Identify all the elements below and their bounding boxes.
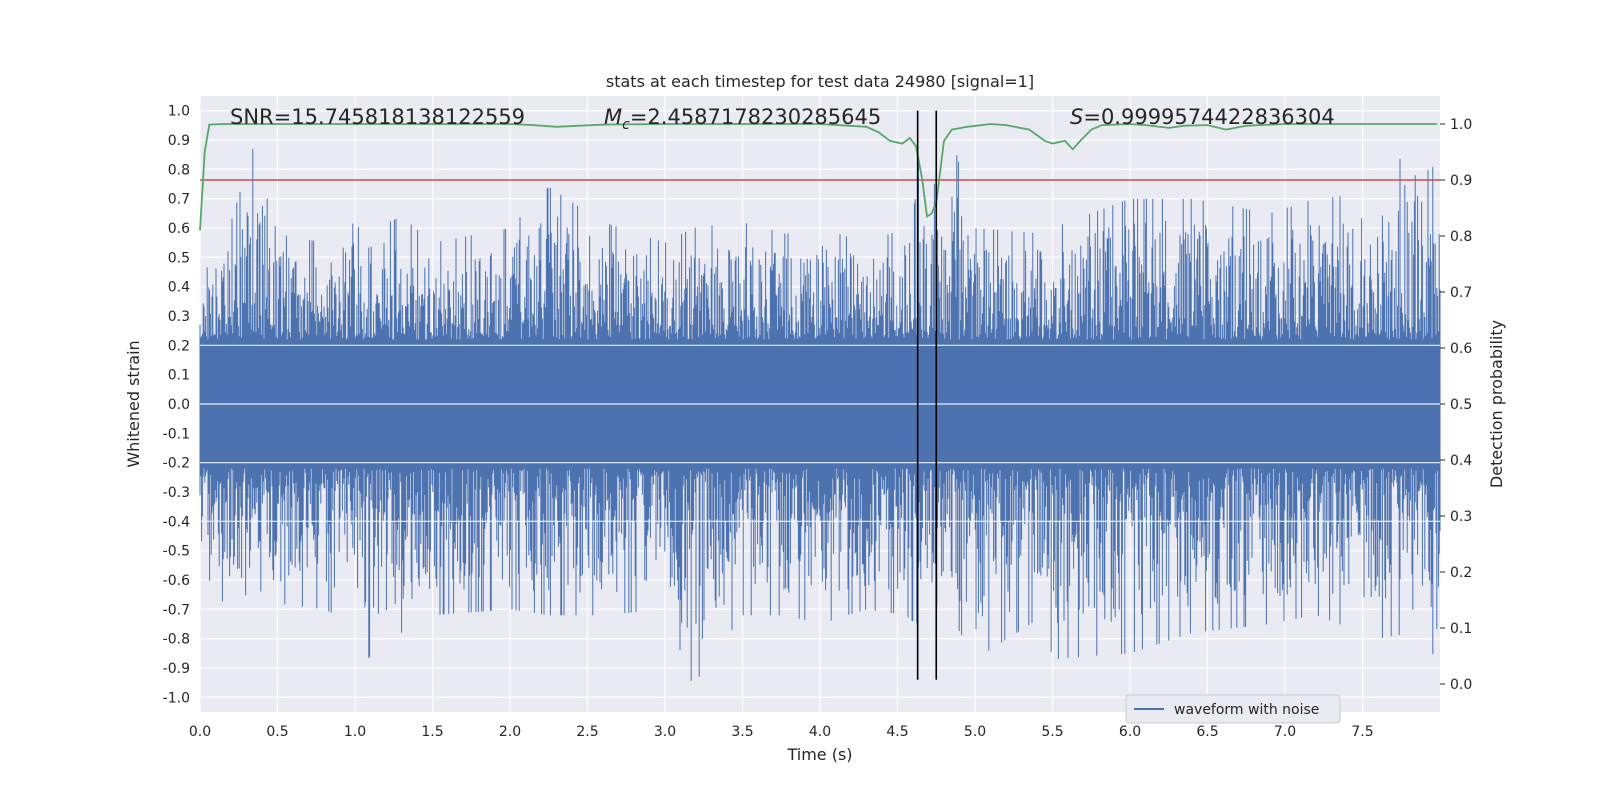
x-axis-label: Time (s): [786, 745, 852, 764]
x-tick-label: 1.0: [344, 724, 366, 740]
chart-title: stats at each timestep for test data 249…: [606, 72, 1034, 91]
x-tick-label: 2.5: [576, 724, 598, 740]
y-axis-label: Whitened strain: [124, 340, 143, 467]
y-tick-label: -0.7: [163, 602, 190, 618]
x-tick-label: 1.5: [421, 724, 443, 740]
snr-annotation: SNR=15.745818138122559: [230, 105, 525, 129]
y2-tick-label: 0.5: [1450, 397, 1472, 413]
probability-series: [199, 123, 1437, 231]
chirp-mass-symbol: M: [604, 105, 622, 129]
y2-tick-label: 0.4: [1450, 453, 1472, 469]
y2-axis-label: Detection probability: [1487, 320, 1506, 488]
x-tick-label: 7.0: [1274, 724, 1296, 740]
probability-line: [199, 123, 1437, 231]
x-tick-label: 3.0: [654, 724, 676, 740]
y-tick-label: -0.6: [163, 573, 190, 589]
signal-window: [916, 110, 938, 680]
x-axis-ticks: 0.0 0.5 1.0 1.5 2.0 2.5 3.0 3.5 4.0 4.5 5.0 5.5 6.0 6…: [189, 724, 1374, 740]
legend-box: [1125, 694, 1341, 724]
y2-axis-ticks: 1.0 0.9 0.8 0.7 0.6 0.5 0.4 0.3 0.2 0.1 0.0: [1440, 117, 1472, 693]
x-tick-label: 4.0: [809, 724, 831, 740]
y-tick-label: 0.5: [168, 250, 190, 266]
y-tick-label: 0.7: [168, 192, 190, 208]
y-tick-label: 0.4: [168, 280, 190, 296]
y-tick-label: -0.4: [163, 514, 190, 530]
y-tick-label: -1.0: [163, 690, 190, 706]
y-tick-label: 0.1: [168, 368, 190, 384]
y2-tick-label: 0.2: [1450, 565, 1472, 581]
x-tick-label: 0.0: [189, 724, 211, 740]
x-tick-label: 5.0: [964, 724, 986, 740]
statistic-symbol: S: [1070, 105, 1083, 129]
y-tick-label: 0.0: [168, 397, 190, 413]
y2-tick-label: 0.9: [1450, 173, 1472, 189]
waveform-series: [199, 149, 1441, 681]
y2-tick-label: 0.0: [1450, 677, 1472, 693]
x-tick-label: 7.5: [1351, 724, 1373, 740]
y-axis-ticks: 1.0 0.9 0.8 0.7 0.6 0.5 0.4 0.3 0.2 0.1 0.0 -0.1 -0.…: [163, 104, 190, 707]
chirp-mass-annotation: Mc=2.4587178230285645: [604, 105, 881, 133]
legend: waveform with noise: [1125, 694, 1341, 724]
y2-tick-label: 0.3: [1450, 509, 1472, 525]
x-tick-label: 6.0: [1119, 724, 1141, 740]
y-tick-label: 1.0: [168, 104, 190, 120]
y2-tick-label: 0.7: [1450, 285, 1472, 301]
y-tick-label: -0.8: [163, 632, 190, 648]
y2-tick-label: 1.0: [1450, 117, 1472, 133]
x-tick-label: 0.5: [266, 724, 288, 740]
y-tick-label: -0.3: [163, 485, 190, 501]
y-tick-label: -0.2: [163, 456, 190, 472]
y-tick-label: -0.9: [163, 661, 190, 677]
waveform-line: [199, 149, 1441, 681]
y-tick-label: 0.9: [168, 133, 190, 149]
chirp-mass-value: =2.4587178230285645: [630, 105, 881, 129]
x-tick-label: 6.5: [1196, 724, 1218, 740]
statistic-value: =0.9999574422836304: [1083, 105, 1334, 129]
y-tick-label: -0.1: [163, 426, 190, 442]
y2-tick-label: 0.1: [1450, 621, 1472, 637]
y-tick-label: 0.8: [168, 162, 190, 178]
x-tick-label: 4.5: [886, 724, 908, 740]
y-tick-label: 0.6: [168, 221, 190, 237]
y-tick-label: 0.3: [168, 309, 190, 325]
x-tick-label: 2.0: [499, 724, 521, 740]
legend-label: waveform with noise: [1174, 702, 1319, 718]
chirp-mass-subscript: c: [622, 117, 630, 133]
y2-tick-label: 0.8: [1450, 229, 1472, 245]
y-tick-label: 0.2: [168, 338, 190, 354]
statistic-annotation: S=0.9999574422836304: [1070, 105, 1335, 129]
y-tick-label: -0.5: [163, 544, 190, 560]
x-tick-label: 3.5: [731, 724, 753, 740]
y2-tick-label: 0.6: [1450, 341, 1472, 357]
x-tick-label: 5.5: [1041, 724, 1063, 740]
